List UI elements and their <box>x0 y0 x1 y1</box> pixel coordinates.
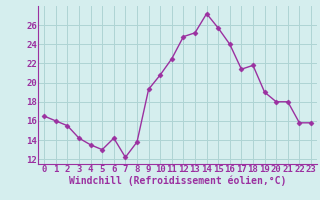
X-axis label: Windchill (Refroidissement éolien,°C): Windchill (Refroidissement éolien,°C) <box>69 176 286 186</box>
